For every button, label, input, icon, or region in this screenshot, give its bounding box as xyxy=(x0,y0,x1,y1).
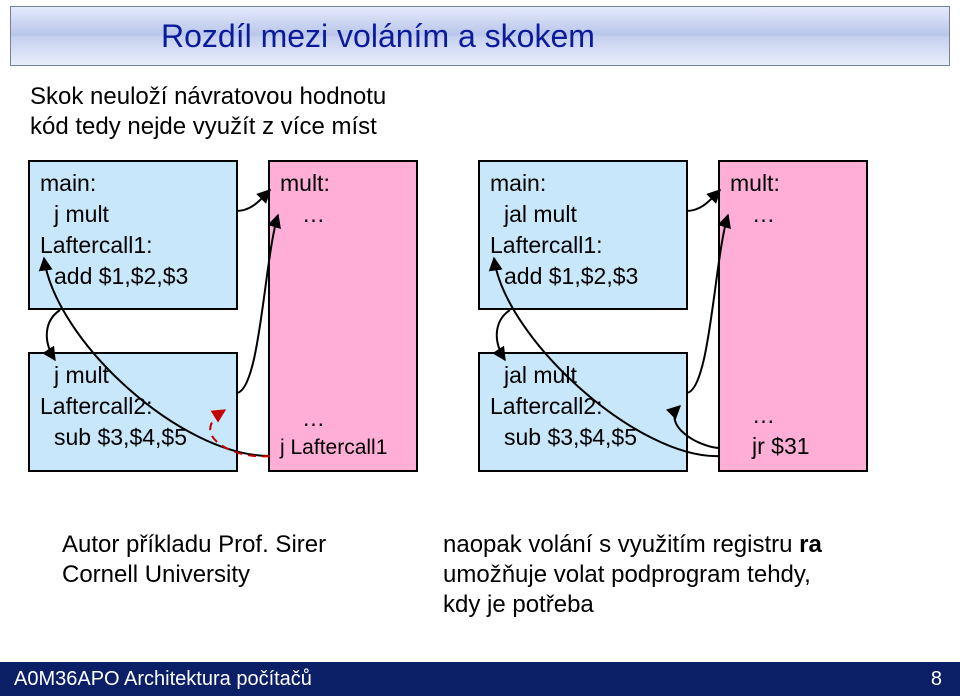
code-line: j mult xyxy=(54,199,226,230)
intro-line-1: Skok neuloží návratovou hodnotu xyxy=(30,82,386,112)
slide-title: Rozdíl mezi voláním a skokem xyxy=(161,18,595,55)
code-line: sub $3,$4,$5 xyxy=(54,422,226,453)
code-line: jal mult xyxy=(504,360,676,391)
code-line: add $1,$2,$3 xyxy=(54,261,226,292)
intro-line-2: kód tedy nejde využít z více míst xyxy=(30,112,386,142)
right-main-block: main: jal mult Laftercall1: add $1,$2,$3 xyxy=(478,160,688,310)
intro-text: Skok neuloží návratovou hodnotu kód tedy… xyxy=(30,82,386,142)
explanation: naopak volání s využitím registru ra umo… xyxy=(443,530,822,620)
right-second-block: jal mult Laftercall2: sub $3,$4,$5 xyxy=(478,352,688,472)
code-line: main: xyxy=(40,168,226,199)
left-main-block: main: j mult Laftercall1: add $1,$2,$3 xyxy=(28,160,238,310)
code-line: … xyxy=(302,403,406,434)
code-line: sub $3,$4,$5 xyxy=(504,422,676,453)
code-line: Laftercall2: xyxy=(40,391,226,422)
code-line: j mult xyxy=(54,360,226,391)
code-line: main: xyxy=(490,168,676,199)
title-bar: Rozdíl mezi voláním a skokem xyxy=(10,6,950,66)
attribution: Autor příkladu Prof. Sirer Cornell Unive… xyxy=(62,530,326,590)
code-line: add $1,$2,$3 xyxy=(504,261,676,292)
code-line: j Laftercall1 xyxy=(280,434,406,462)
explanation-line-2: umožňuje volat podprogram tehdy, xyxy=(443,560,822,590)
page-number: 8 xyxy=(931,668,960,691)
explanation-text: naopak volání s využitím registru xyxy=(443,531,799,558)
footer-text: A0M36APO Architektura počítačů xyxy=(14,668,312,691)
explanation-line-1: naopak volání s využitím registru ra xyxy=(443,530,822,560)
right-mult-block: mult: … … jr $31 xyxy=(718,160,868,472)
attribution-line-1: Autor příkladu Prof. Sirer xyxy=(62,530,326,560)
code-line: … xyxy=(752,199,856,230)
code-line: mult: xyxy=(730,168,856,199)
code-line: jr $31 xyxy=(752,431,856,462)
code-line: … xyxy=(752,400,856,431)
attribution-line-2: Cornell University xyxy=(62,560,326,590)
explanation-line-3: kdy je potřeba xyxy=(443,590,822,620)
footer-bar: A0M36APO Architektura počítačů 8 xyxy=(0,662,960,696)
code-line: … xyxy=(302,199,406,230)
slide: Rozdíl mezi voláním a skokem Skok neulož… xyxy=(0,0,960,696)
left-second-block: j mult Laftercall2: sub $3,$4,$5 xyxy=(28,352,238,472)
code-line: Laftercall2: xyxy=(490,391,676,422)
code-line: mult: xyxy=(280,168,406,199)
code-line: Laftercall1: xyxy=(40,230,226,261)
arrow xyxy=(236,190,270,211)
arrow xyxy=(686,190,720,211)
left-mult-block: mult: … … j Laftercall1 xyxy=(268,160,418,472)
explanation-bold: ra xyxy=(799,531,822,558)
code-line: jal mult xyxy=(504,199,676,230)
code-line: Laftercall1: xyxy=(490,230,676,261)
